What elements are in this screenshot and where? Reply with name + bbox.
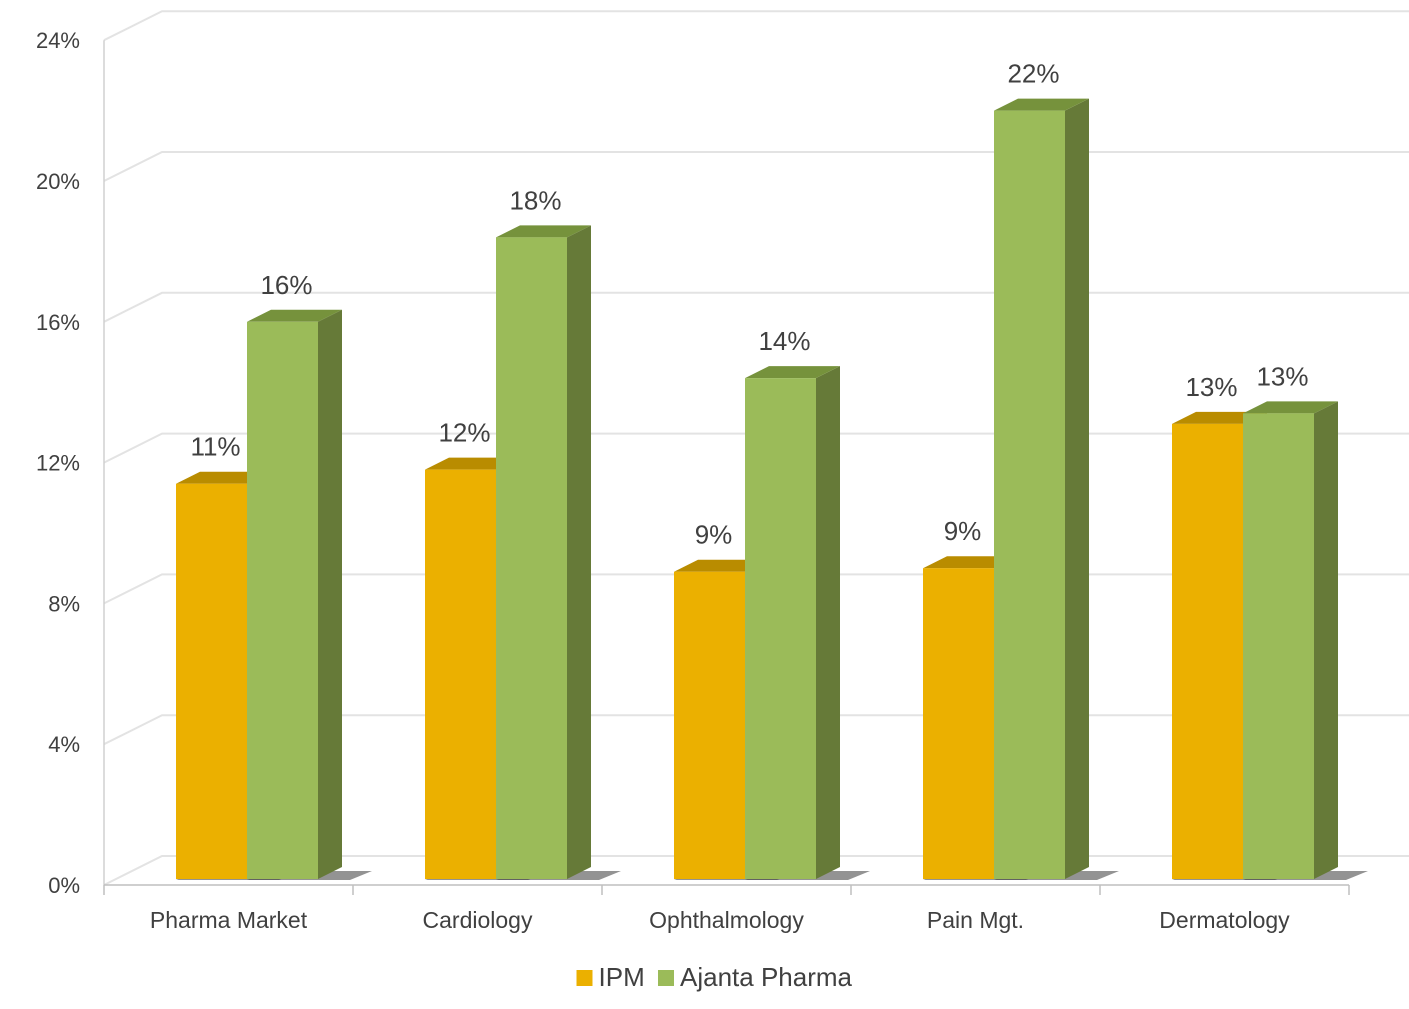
legend-swatch-ipm [576,970,593,986]
data-label-ipm-pharma-market: 11% [190,432,240,462]
data-label-ajanta-pharma-cardiology: 18% [509,185,561,215]
data-label-ipm-dermatology: 13% [1185,372,1237,402]
data-label-ipm-ophthalmology: 9% [695,520,733,550]
data-label-ajanta-pharma-ophthalmology: 14% [758,326,810,356]
bar-ajanta-pharma-pain-mgt [994,98,1119,880]
legend-label-ajanta-pharma: Ajanta Pharma [680,962,853,992]
y-tick-label: 12% [36,451,80,476]
gridlines [103,10,1409,886]
legend-label-ipm: IPM [599,962,645,992]
y-tick-label: 0% [48,873,80,898]
gridline [103,10,1409,42]
bars [176,98,1368,880]
category-label-pharma-market: Pharma Market [150,907,308,933]
category-label-pain-mgt: Pain Mgt. [927,907,1024,933]
data-labels: 11% 16% 12% 18% 9% 14% 9% 22% 13% 13% [190,59,1308,550]
data-label-ipm-pain-mgt: 9% [944,516,982,546]
gridline [103,291,1409,323]
data-label-ajanta-pharma-dermatology: 13% [1256,361,1308,391]
bar-ajanta-pharma-ophthalmology [745,366,870,880]
y-tick-label: 20% [36,169,80,194]
y-tick-label: 24% [36,28,80,53]
bar-ajanta-pharma-cardiology [496,225,621,880]
data-label-ajanta-pharma-pain-mgt: 22% [1007,59,1059,89]
gridline [103,151,1409,182]
y-tick-label: 8% [48,591,80,616]
legend-swatch-ajanta-pharma [658,970,674,986]
category-label-ophthalmology: Ophthalmology [649,907,804,933]
bar-ajanta-pharma-pharma-market [247,309,372,880]
data-label-ajanta-pharma-pharma-market: 16% [260,270,312,300]
gridline [103,432,1409,464]
y-tick-label: 16% [36,310,80,335]
category-label-cardiology: Cardiology [423,907,533,933]
category-label-dermatology: Dermatology [1159,907,1290,933]
data-label-ipm-cardiology: 12% [438,418,490,448]
bar-ajanta-pharma-dermatology [1243,401,1368,880]
legend: IPM Ajanta Pharma [576,962,853,992]
axes: 0% 4% 8% 12% 16% 20% 24% Pharma Market Cardiolog… [36,28,1350,933]
y-tick-label: 4% [48,732,80,757]
